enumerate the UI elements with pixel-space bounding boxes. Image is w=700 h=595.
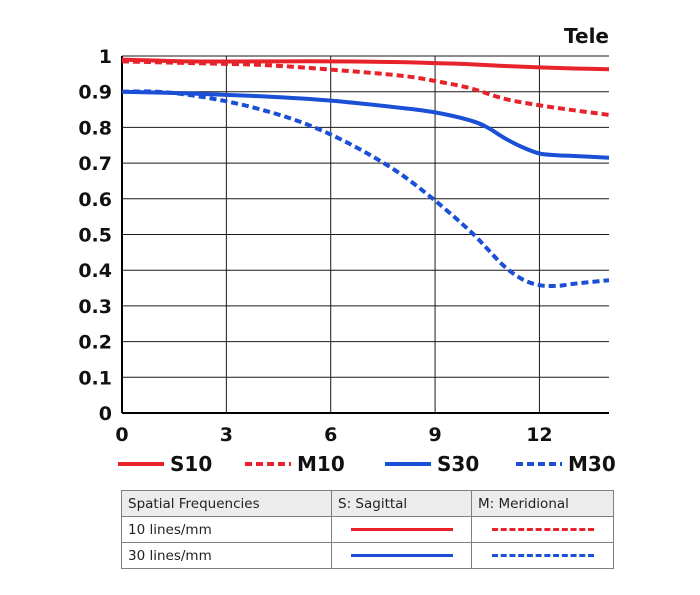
solid-line-swatch bbox=[350, 528, 453, 531]
y-tick-labels: 0 0.1 0.2 0.3 0.4 0.5 0.6 0.7 0.8 0.9 1 bbox=[78, 46, 112, 425]
y-tick-label: 0.5 bbox=[78, 225, 112, 247]
grid-lines bbox=[121, 55, 609, 414]
x-tick-label: 12 bbox=[526, 424, 552, 446]
y-tick-label: 0.6 bbox=[78, 189, 112, 211]
y-tick-label: 0.8 bbox=[78, 117, 112, 139]
x-tick-label: 3 bbox=[220, 424, 233, 446]
chart-title: Tele bbox=[564, 24, 609, 48]
legend-label-s10: S10 bbox=[170, 452, 212, 476]
y-tick-label: 0.2 bbox=[78, 332, 112, 354]
sagittal-30-swatch-cell bbox=[331, 542, 472, 569]
y-tick-label: 0 bbox=[99, 403, 112, 425]
y-tick-label: 0.7 bbox=[78, 153, 112, 175]
y-tick-label: 0.1 bbox=[78, 367, 112, 389]
series-line-s30 bbox=[121, 89, 610, 160]
spatial-frequency-key-table: Spatial Frequencies S: Sagittal M: Merid… bbox=[121, 490, 614, 569]
series-lines bbox=[121, 57, 610, 289]
solid-line-swatch bbox=[350, 554, 453, 557]
series-line-m10 bbox=[121, 59, 610, 117]
x-tick-label: 6 bbox=[324, 424, 337, 446]
meridional-30-swatch-cell bbox=[471, 542, 614, 569]
x-tick-label: 0 bbox=[115, 424, 128, 446]
meridional-10-swatch-cell bbox=[471, 516, 614, 543]
header-sagittal: S: Sagittal bbox=[331, 490, 472, 517]
y-tick-label: 0.4 bbox=[78, 260, 112, 282]
legend-label-m30: M30 bbox=[568, 452, 616, 476]
x-tick-label: 9 bbox=[428, 424, 441, 446]
row-label-10: 10 lines/mm bbox=[121, 516, 332, 543]
dashed-line-swatch bbox=[491, 554, 594, 557]
row-label-30: 30 lines/mm bbox=[121, 542, 332, 569]
legend: S10 M10 S30 M30 bbox=[118, 452, 616, 476]
y-tick-label: 0.3 bbox=[78, 296, 112, 318]
y-tick-label: 0.9 bbox=[78, 82, 112, 104]
y-tick-label: 1 bbox=[99, 46, 112, 68]
key-table-row: 30 lines/mm bbox=[121, 542, 614, 569]
legend-label-m10: M10 bbox=[297, 452, 345, 476]
x-tick-labels: 0 3 6 9 12 bbox=[115, 424, 552, 446]
legend-label-s30: S30 bbox=[437, 452, 479, 476]
series-line-m30 bbox=[121, 89, 610, 289]
key-table-header-row: Spatial Frequencies S: Sagittal M: Merid… bbox=[121, 490, 614, 517]
header-meridional: M: Meridional bbox=[471, 490, 614, 517]
key-table-row: 10 lines/mm bbox=[121, 516, 614, 543]
header-spatial-frequencies: Spatial Frequencies bbox=[121, 490, 332, 517]
axes bbox=[121, 56, 609, 414]
dashed-line-swatch bbox=[491, 528, 594, 531]
sagittal-10-swatch-cell bbox=[331, 516, 472, 543]
series-line-s10 bbox=[121, 57, 610, 72]
